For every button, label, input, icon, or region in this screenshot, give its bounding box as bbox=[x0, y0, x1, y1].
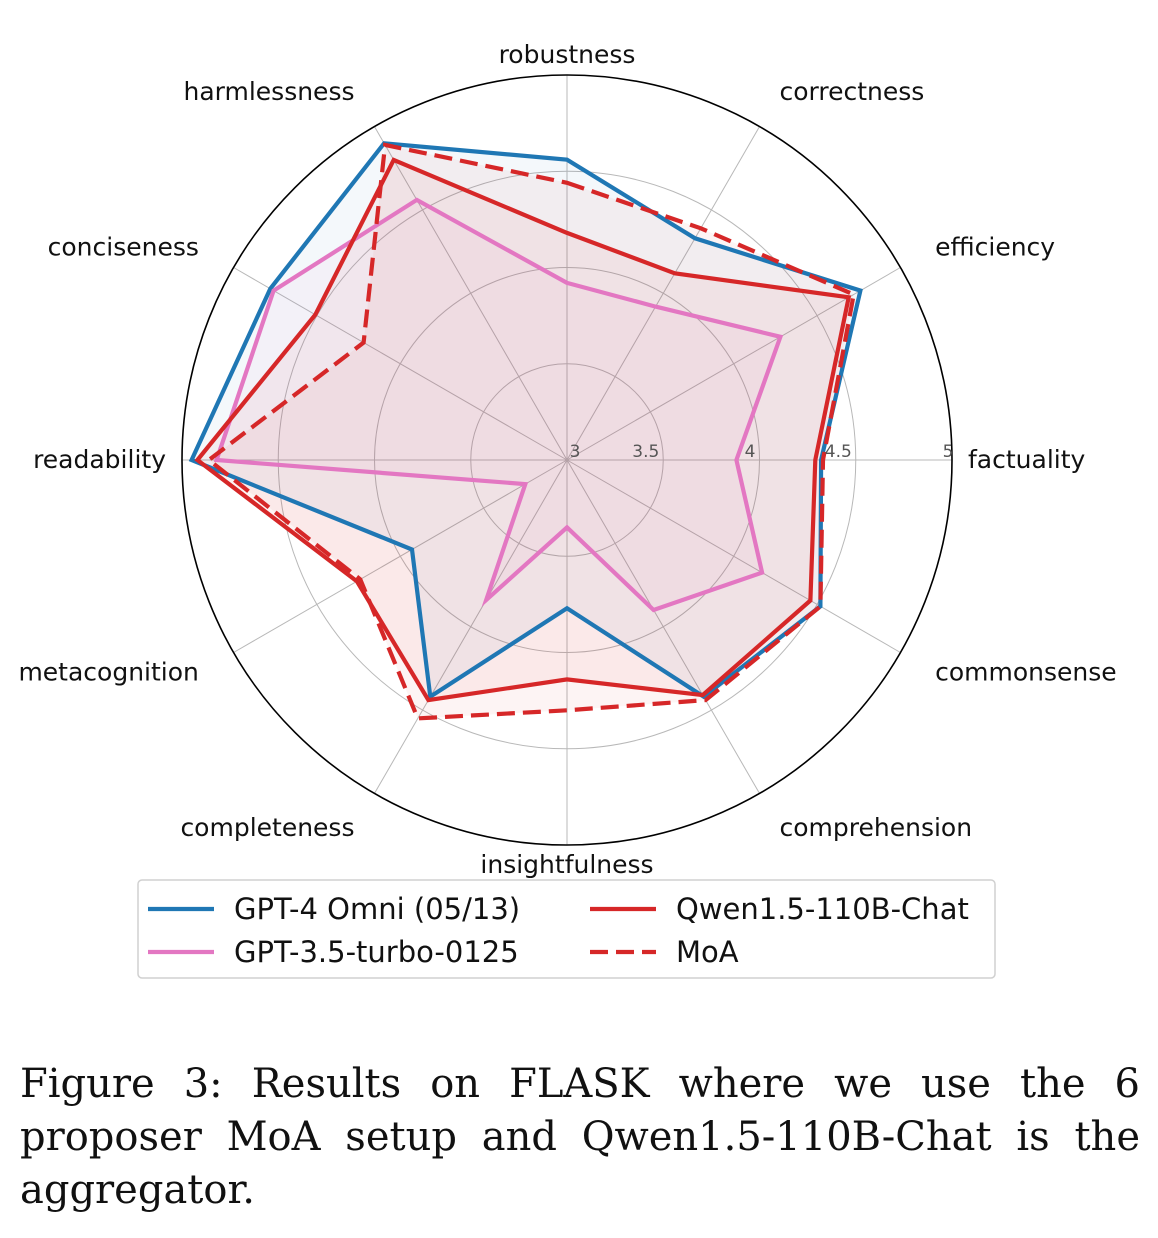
tick-label: 4 bbox=[745, 442, 756, 462]
axis-label: completeness bbox=[180, 813, 354, 842]
grid-spoke bbox=[566, 459, 901, 653]
axis-labels: robustness correctness efficiency factualit… bbox=[18, 40, 1116, 879]
series-line bbox=[194, 157, 852, 703]
axis-label: comprehension bbox=[780, 813, 973, 842]
legend-label: Qwen1.5-110B-Chat bbox=[676, 892, 969, 926]
grid-spoke bbox=[566, 267, 901, 461]
series-line bbox=[188, 141, 863, 701]
grid-spoke bbox=[233, 459, 568, 653]
series-line bbox=[213, 197, 784, 613]
tick-label: 3.5 bbox=[632, 442, 659, 462]
legend-label: GPT-3.5-turbo-0125 bbox=[234, 935, 519, 969]
radial-tick-labels: 3 3.5 4 4.5 5 bbox=[570, 442, 954, 462]
grid-spoke bbox=[374, 459, 568, 794]
axis-label: harmlessness bbox=[183, 77, 354, 106]
legend-label: MoA bbox=[676, 935, 739, 969]
legend-label: GPT-4 Omni (05/13) bbox=[234, 892, 520, 926]
axis-label: metacognition bbox=[18, 658, 198, 687]
figure-caption: Figure 3: Results on FLASK where we use … bbox=[20, 1061, 1140, 1213]
grid-spoke bbox=[566, 459, 760, 794]
axis-label: factuality bbox=[968, 445, 1086, 474]
axis-label: readability bbox=[33, 445, 166, 474]
tick-label: 4.5 bbox=[825, 442, 852, 462]
tick-label: 5 bbox=[943, 442, 954, 462]
axis-label: robustness bbox=[499, 40, 636, 69]
grid-spoke bbox=[374, 126, 568, 461]
axis-label: insightfulness bbox=[480, 850, 653, 879]
legend: GPT-4 Omni (05/13) GPT-3.5-turbo-0125 Qwen… bbox=[137, 879, 996, 979]
grid-spoke bbox=[233, 267, 568, 461]
series-line bbox=[205, 142, 857, 721]
radar-series bbox=[188, 141, 863, 721]
tick-label: 3 bbox=[570, 442, 581, 462]
radar-grid bbox=[181, 74, 953, 846]
axis-label: conciseness bbox=[48, 233, 199, 262]
legend-box bbox=[137, 879, 996, 979]
radar-chart: robustness correctness efficiency factualit… bbox=[18, 40, 1117, 979]
axis-label: efficiency bbox=[935, 233, 1055, 262]
axis-label: commonsense bbox=[935, 658, 1117, 687]
grid-spoke bbox=[566, 126, 760, 461]
series-fill bbox=[197, 159, 849, 701]
outer-frame bbox=[181, 74, 953, 846]
axis-label: correctness bbox=[780, 77, 925, 106]
series-fill bbox=[191, 143, 861, 697]
